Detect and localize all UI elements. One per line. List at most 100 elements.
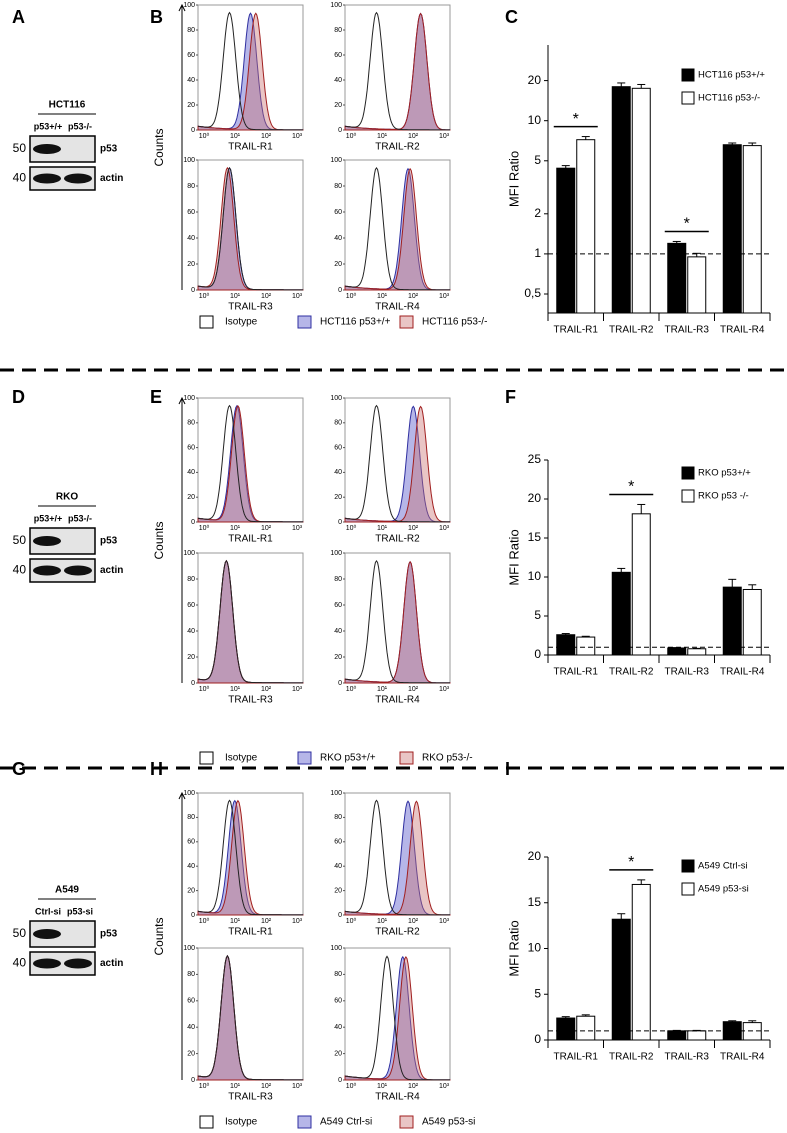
hist-y-tick-label: 60: [334, 602, 342, 609]
hist-y-tick-label: 80: [187, 420, 195, 427]
counts-arrow: [178, 396, 186, 405]
hist-y-tick-label: 40: [334, 235, 342, 242]
hist-x-tick-label: 10²: [408, 918, 419, 925]
blot-band: [33, 565, 61, 576]
hist-x-tick-label: 10²: [408, 293, 419, 300]
hist-y-tick-label: 40: [187, 77, 195, 84]
histogram-frame: [344, 552, 451, 684]
bar: [667, 1030, 687, 1041]
bar: [667, 647, 687, 656]
hist-y-tick-label: 80: [334, 420, 342, 427]
y-tick-label: 25: [528, 452, 542, 466]
histogram-frame: [197, 397, 304, 523]
hist-y-tick-label: 80: [187, 814, 195, 821]
hist-x-tick-label: 10¹: [230, 1083, 241, 1090]
y-tick-label: 10: [528, 113, 542, 127]
hist-y-tick-label: 60: [187, 839, 195, 846]
hist-y-tick-label: 80: [334, 971, 342, 978]
y-tick-label: 1: [534, 246, 541, 260]
hist-y-tick-label: 0: [191, 519, 195, 526]
histogram-curve: [344, 799, 450, 916]
y-axis-label: MFI Ratio: [506, 920, 521, 976]
panel-label: B: [150, 7, 163, 27]
hist-y-tick-label: 80: [334, 814, 342, 821]
hist-x-tick-label: 10³: [439, 133, 450, 140]
legend-label: RKO p53 -/-: [698, 491, 749, 502]
blot-band: [33, 144, 61, 154]
blot-marker: 50: [13, 926, 27, 940]
hist-y-tick-label: 20: [334, 887, 342, 894]
blot-title: HCT116: [49, 100, 86, 111]
hist-legend-swatch: [199, 315, 214, 329]
hist-y-tick-label: 20: [187, 494, 195, 501]
panel-label: H: [150, 759, 163, 779]
bar: [576, 1015, 596, 1041]
x-tick-label: TRAIL-R1: [554, 1052, 599, 1063]
lane-label: p53-si: [67, 906, 93, 916]
counts-label: Counts: [152, 521, 166, 559]
hist-y-tick-label: 40: [187, 235, 195, 242]
hist-y-tick-label: 0: [338, 287, 342, 294]
hist-subplot-label: TRAIL-R2: [375, 927, 420, 938]
hist-y-tick-label: 100: [183, 395, 195, 402]
hist-y-tick-label: 60: [334, 998, 342, 1005]
hist-y-tick-label: 20: [187, 261, 195, 268]
hist-subplot-label: TRAIL-R3: [228, 695, 273, 706]
hist-x-tick-label: 10³: [292, 918, 303, 925]
hist-subplot-label: TRAIL-R4: [375, 1092, 420, 1103]
hist-y-tick-label: 80: [187, 971, 195, 978]
hist-legend-label: Isotype: [225, 317, 258, 328]
blot-band: [33, 173, 61, 184]
hist-x-tick-label: 10⁰: [199, 292, 210, 300]
panel-label: F: [505, 387, 516, 407]
hist-x-tick-label: 10²: [261, 686, 272, 693]
hist-y-tick-label: 40: [187, 469, 195, 476]
y-tick-label: 0: [534, 1032, 541, 1046]
hist-x-tick-label: 10³: [439, 525, 450, 532]
hist-x-tick-label: 10³: [439, 293, 450, 300]
counts-arrow: [178, 3, 186, 12]
x-tick-label: TRAIL-R2: [609, 325, 654, 336]
hist-y-tick-label: 40: [187, 863, 195, 870]
hist-x-tick-label: 10²: [261, 133, 272, 140]
hist-y-tick-label: 100: [330, 790, 342, 797]
hist-legend-label: HCT116 p53+/+: [320, 317, 391, 328]
blot-band: [64, 173, 92, 184]
histogram-curve: [344, 166, 450, 291]
hist-x-tick-label: 10¹: [377, 686, 388, 693]
legend-swatch: [681, 882, 695, 896]
hist-x-tick-label: 10¹: [230, 918, 241, 925]
blot-row-label: p53: [100, 536, 118, 547]
hist-subplot-label: TRAIL-R4: [375, 695, 420, 706]
hist-legend-label: RKO p53-/-: [422, 753, 473, 764]
y-tick-label: 20: [528, 849, 542, 863]
counts-arrow: [178, 791, 186, 800]
hist-x-tick-label: 10⁰: [199, 685, 210, 693]
legend-label: A549 p53-si: [698, 884, 749, 895]
x-tick-label: TRAIL-R4: [720, 667, 765, 678]
hist-x-tick-label: 10¹: [230, 686, 241, 693]
hist-y-tick-label: 0: [191, 287, 195, 294]
hist-y-tick-label: 0: [191, 127, 195, 134]
histogram-frame: [197, 947, 304, 1081]
hist-x-tick-label: 10⁰: [199, 524, 210, 532]
hist-x-tick-label: 10⁰: [199, 1082, 210, 1090]
hist-x-tick-label: 10¹: [377, 918, 388, 925]
histogram-curve: [197, 11, 303, 131]
hist-y-tick-label: 0: [191, 912, 195, 919]
hist-y-tick-label: 80: [187, 27, 195, 34]
panel-label: C: [505, 7, 518, 27]
hist-x-tick-label: 10⁰: [346, 524, 357, 532]
hist-y-tick-label: 100: [330, 550, 342, 557]
hist-x-tick-label: 10¹: [230, 293, 241, 300]
hist-x-tick-label: 10¹: [377, 293, 388, 300]
histogram-frame: [197, 792, 304, 916]
hist-x-tick-label: 10¹: [377, 133, 388, 140]
hist-x-tick-label: 10³: [292, 1083, 303, 1090]
hist-y-tick-label: 40: [187, 628, 195, 635]
y-tick-label: 15: [528, 530, 542, 544]
lane-label: p53+/+: [34, 513, 63, 523]
y-tick-label: 20: [528, 73, 542, 87]
